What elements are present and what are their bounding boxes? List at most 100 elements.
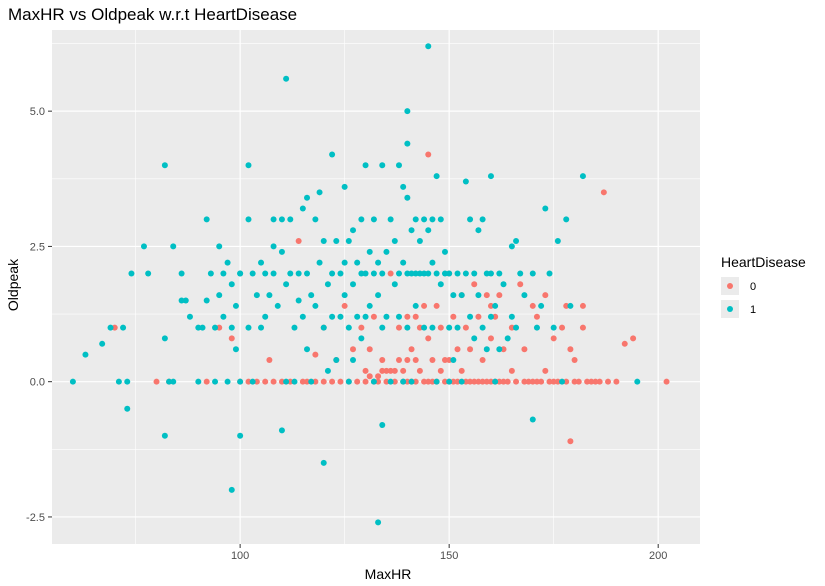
data-point-1 — [249, 378, 256, 385]
data-point-0 — [529, 302, 536, 309]
data-point-1 — [270, 243, 277, 250]
data-point-1 — [421, 324, 428, 331]
data-point-0 — [479, 357, 486, 364]
data-point-0 — [630, 335, 637, 342]
data-point-0 — [412, 313, 419, 320]
data-point-1 — [161, 162, 168, 169]
data-point-0 — [621, 340, 628, 347]
data-point-1 — [199, 324, 206, 331]
data-point-0 — [111, 324, 118, 331]
data-point-1 — [462, 178, 469, 185]
data-point-1 — [124, 405, 131, 412]
data-point-0 — [538, 378, 545, 385]
data-point-0 — [387, 367, 394, 374]
data-point-1 — [283, 378, 290, 385]
data-point-1 — [454, 324, 461, 331]
data-point-0 — [358, 324, 365, 331]
data-point-1 — [120, 324, 127, 331]
data-point-1 — [375, 259, 382, 266]
data-point-1 — [437, 281, 444, 288]
data-point-1 — [471, 335, 478, 342]
data-point-0 — [425, 151, 432, 158]
data-point-0 — [533, 313, 540, 320]
data-point-0 — [500, 346, 507, 353]
data-point-0 — [320, 378, 327, 385]
data-point-1 — [287, 216, 294, 223]
data-point-1 — [350, 357, 357, 364]
data-point-0 — [412, 378, 419, 385]
data-point-1 — [483, 270, 490, 277]
data-point-1 — [358, 216, 365, 223]
data-point-0 — [354, 378, 361, 385]
data-point-1 — [429, 259, 436, 266]
data-point-1 — [425, 270, 432, 277]
data-point-0 — [584, 378, 591, 385]
data-point-1 — [287, 270, 294, 277]
data-point-0 — [513, 378, 520, 385]
data-point-1 — [370, 270, 377, 277]
data-point-0 — [421, 302, 428, 309]
data-point-1 — [320, 238, 327, 245]
data-point-1 — [182, 297, 189, 304]
data-point-1 — [550, 324, 557, 331]
data-point-0 — [454, 346, 461, 353]
data-point-1 — [471, 270, 478, 277]
data-point-0 — [153, 378, 160, 385]
data-point-1 — [533, 324, 540, 331]
data-point-0 — [366, 373, 373, 380]
data-point-0 — [433, 302, 440, 309]
data-point-1 — [370, 216, 377, 223]
data-point-1 — [329, 313, 336, 320]
data-point-1 — [437, 216, 444, 223]
data-point-1 — [345, 378, 352, 385]
data-point-1 — [237, 378, 244, 385]
data-point-1 — [400, 183, 407, 190]
data-point-0 — [467, 378, 474, 385]
data-point-1 — [404, 140, 411, 147]
data-point-0 — [579, 324, 586, 331]
data-point-1 — [274, 302, 281, 309]
data-point-1 — [203, 216, 210, 223]
data-point-1 — [358, 335, 365, 342]
data-point-1 — [329, 151, 336, 158]
data-point-0 — [383, 367, 390, 374]
data-point-1 — [228, 486, 235, 493]
data-point-1 — [421, 270, 428, 277]
data-point-0 — [329, 378, 336, 385]
data-point-1 — [304, 270, 311, 277]
data-point-1 — [170, 243, 177, 250]
data-point-1 — [295, 297, 302, 304]
data-point-0 — [458, 367, 465, 374]
data-point-1 — [333, 238, 340, 245]
data-point-1 — [195, 324, 202, 331]
data-point-1 — [316, 189, 323, 196]
data-point-0 — [441, 378, 448, 385]
y-axis-title: Oldpeak — [5, 258, 21, 311]
data-point-0 — [437, 367, 444, 374]
data-point-0 — [496, 378, 503, 385]
data-point-0 — [542, 292, 549, 299]
data-point-0 — [529, 378, 536, 385]
data-point-1 — [312, 302, 319, 309]
data-point-0 — [362, 367, 369, 374]
data-point-1 — [391, 281, 398, 288]
x-axis-title: MaxHR — [365, 566, 412, 582]
data-point-1 — [283, 281, 290, 288]
data-point-1 — [475, 292, 482, 299]
data-point-1 — [324, 367, 331, 374]
data-point-0 — [479, 378, 486, 385]
data-point-0 — [278, 378, 285, 385]
data-point-1 — [299, 313, 306, 320]
data-point-1 — [308, 292, 315, 299]
data-point-0 — [395, 324, 402, 331]
data-point-0 — [450, 378, 457, 385]
data-point-1 — [425, 43, 432, 50]
data-point-0 — [270, 378, 277, 385]
data-point-1 — [350, 281, 357, 288]
data-point-1 — [450, 357, 457, 364]
data-point-0 — [487, 335, 494, 342]
data-point-1 — [383, 313, 390, 320]
data-point-0 — [362, 378, 369, 385]
data-point-1 — [140, 243, 147, 250]
